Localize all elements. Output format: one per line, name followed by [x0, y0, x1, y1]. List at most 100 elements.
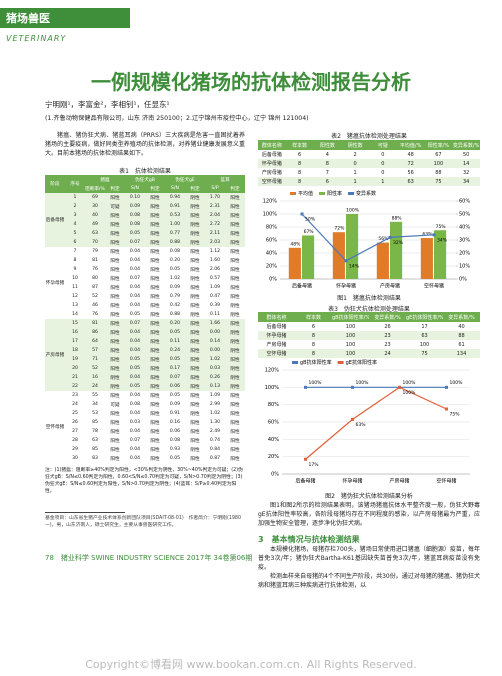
cell: 8: [298, 160, 302, 167]
cell: 阴性: [190, 294, 200, 300]
table-row: 后备母猪 6 4 2 0 48 67 50: [258, 150, 480, 159]
cell: 6: [298, 151, 302, 158]
cell: 2.72: [209, 222, 221, 227]
intro: 猪瘟、猪伪狂犬病、猪蓝耳病（PRRS）三大疾病是危害一直困扰着养猪场的主要疫病，…: [45, 132, 245, 157]
cell: 24: [92, 384, 98, 389]
cell: 2.49: [209, 429, 221, 434]
cell: 2.04: [209, 213, 221, 218]
cell: 0.05: [169, 330, 181, 335]
column-header: 序号: [65, 175, 85, 193]
cell: 0.04: [129, 267, 141, 272]
table-row: 17 64 阳性 0.04 阳性 0.11 阳性 0.14 阴性: [45, 337, 245, 346]
table-row: 18 57 阳性 0.04 阳性 0.24 阳性 0.00 阴性: [45, 346, 245, 355]
cell: 0.16: [169, 420, 181, 425]
legend-swatch: [319, 192, 326, 195]
cell: 17: [72, 339, 78, 344]
figure: 0% 20% 40% 60% 80% 100% 120% 0% 10% 20% 30% 40% 50% 6…: [263, 190, 471, 290]
cell: 1.70: [209, 195, 221, 200]
cell: 0.24: [169, 348, 181, 353]
cell: 0.07: [129, 438, 141, 443]
cell: 阳性: [150, 420, 160, 426]
data-label: 32%: [393, 240, 404, 246]
cell: 阳性: [230, 420, 240, 426]
table-row: 产房母猪 8 7 1 0 56 88 32: [258, 168, 480, 177]
cell: 55: [92, 393, 98, 398]
cell: 阳性: [190, 384, 200, 390]
y-tick-label: 0%: [269, 277, 277, 283]
table-row: 6 70 阳性 0.07 阳性 0.88 阴性 2.03 阳性: [45, 238, 245, 247]
y2-tick-label: 0%: [459, 277, 467, 283]
table-row: 空怀母猪 8 100 24 75 134: [258, 349, 480, 358]
header-row: 阶段 序号 猪瘟 伪狂犬gB 伪狂犬gE 蓝耳: [45, 175, 245, 193]
cell: 阳性: [190, 303, 200, 309]
cell: 9: [73, 267, 77, 272]
cell: 0.53: [169, 213, 181, 218]
marker: [445, 407, 448, 411]
column-header: 阶段: [45, 175, 65, 193]
cell: 0.06: [169, 384, 181, 389]
cell: 阳性: [190, 267, 200, 273]
legend-label: 平均值: [298, 190, 313, 197]
cell: 1: [353, 178, 357, 185]
data-label: 67%: [304, 229, 315, 235]
line: [301, 213, 435, 262]
data-label: 100%: [356, 380, 370, 386]
cell: 0.08: [129, 213, 141, 218]
cell: 0.88: [169, 312, 181, 317]
column-header: 样本数: [295, 312, 332, 322]
bar: [346, 214, 359, 279]
legend-label: 阳性率: [327, 190, 342, 197]
figure-caption: 图2 猪伪狂犬抗体检测结果分析: [325, 493, 413, 500]
marker: [432, 233, 436, 237]
cell: 阳性: [230, 267, 240, 273]
cell: 阳性: [230, 447, 240, 453]
x-tick-label: 后备母猪: [292, 283, 312, 290]
cell: 5: [73, 231, 77, 236]
cell: 87: [92, 285, 98, 290]
cell: 49: [92, 222, 98, 227]
bar: [376, 242, 389, 279]
cell: 0.05: [169, 393, 181, 398]
cell: 88: [458, 332, 465, 339]
paragraph: 本规模化猪场，母猪存栏700头，猪场日常使用进口猪瘟（细胞源）疫苗，每年普免3次…: [258, 546, 480, 571]
cell: 阳性: [150, 240, 160, 246]
figure-caption: 图1 猪瘟抗体检测结果: [337, 295, 401, 302]
y-tick-label: 60%: [268, 420, 279, 426]
cell: 0.04: [129, 249, 141, 254]
cell: 阳性: [150, 384, 160, 390]
cell: 阳性: [110, 411, 120, 417]
y-tick-label: 120%: [265, 368, 280, 374]
column-header: 可疑: [369, 140, 397, 150]
cell: 0.04: [129, 303, 141, 308]
cell: 2.03: [209, 240, 221, 245]
cell: 81: [92, 321, 98, 326]
cell: 34: [92, 402, 98, 407]
rule: [45, 512, 125, 513]
table-caption: 表2 猪瘟抗体检测处理结果: [331, 133, 407, 140]
cell: 0.03: [209, 366, 221, 371]
cell: 阴性: [190, 222, 200, 228]
cell: 阳性: [110, 447, 120, 453]
cell: 阴性: [190, 204, 200, 210]
cell: 阳性: [190, 285, 200, 291]
y-tick-label: 120%: [263, 199, 278, 205]
cell: 阳性: [190, 258, 200, 264]
group-name: 产房母猪: [45, 353, 65, 358]
table: 群体名称 样本数 gB抗体阳性率/% 变异系数/% gE抗体阳性率/% 变异系数/% 后备母…: [258, 312, 480, 358]
column-header: gB抗体阳性率/%: [332, 312, 369, 322]
cell: 34: [462, 178, 470, 185]
table-row: 13 46 阳性 0.04 阳性 0.42 阳性 0.39 阴性: [45, 301, 245, 310]
table-row: 14 76 阳性 0.05 阳性 0.88 阴性 0.11 阴性: [45, 310, 245, 319]
table-row: 20 52 阳性 0.05 阳性 0.17 阳性 0.03 阴性: [45, 364, 245, 373]
cell: 18: [72, 348, 78, 353]
cell: 阳性: [110, 312, 120, 318]
column-header: 判定: [225, 184, 245, 193]
paragraph: 检测血样来自母猪的4个不同生产阶段，共30份。通过对母猪的猪瘟、猪伪狂犬病和猪蓝…: [258, 573, 480, 589]
cell: 8: [311, 332, 316, 339]
cell: 阴性: [230, 330, 240, 336]
y2-tick-label: 60%: [459, 199, 470, 205]
cell: 8: [73, 258, 77, 263]
cell: 0.04: [129, 285, 141, 290]
cell: 23: [72, 393, 78, 398]
